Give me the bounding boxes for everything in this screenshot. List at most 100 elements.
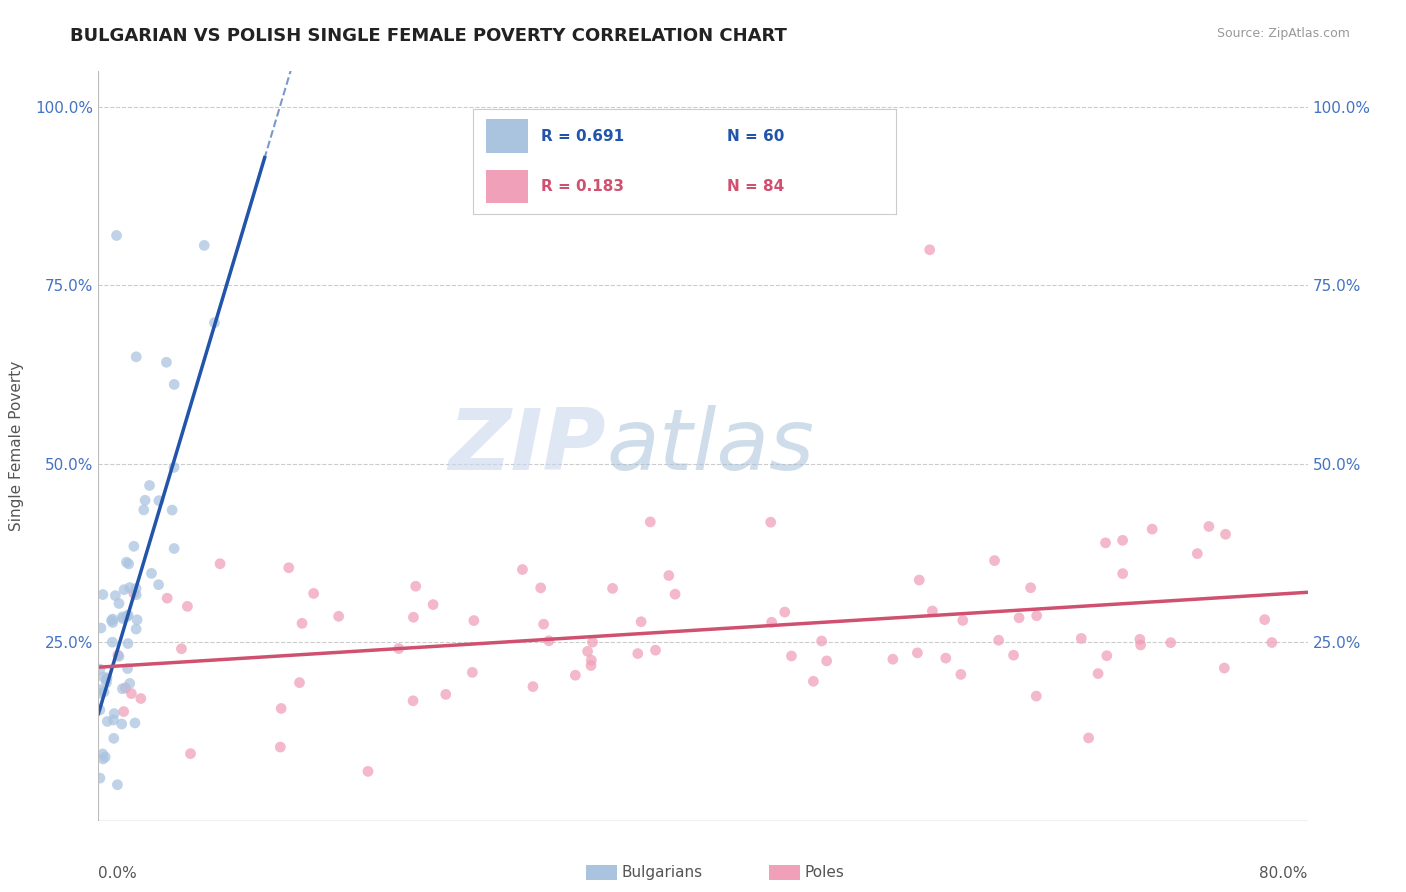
Point <box>564 668 586 682</box>
Point <box>163 460 186 475</box>
Point <box>115 609 138 624</box>
Point <box>193 238 215 252</box>
Point <box>1253 613 1275 627</box>
Point <box>89 662 111 676</box>
Point <box>132 503 155 517</box>
Point <box>1187 547 1209 561</box>
Text: ZIP: ZIP <box>449 404 606 488</box>
Point <box>664 587 686 601</box>
Point <box>773 605 796 619</box>
Point <box>100 614 122 628</box>
Point <box>115 555 138 569</box>
Point <box>581 653 603 667</box>
Point <box>118 581 141 595</box>
Point <box>122 586 145 600</box>
Text: 0.0%: 0.0% <box>98 865 138 880</box>
Text: BULGARIAN VS POLISH SINGLE FEMALE POVERTY CORRELATION CHART: BULGARIAN VS POLISH SINGLE FEMALE POVERT… <box>70 27 787 45</box>
Point <box>1087 666 1109 681</box>
Point <box>94 673 117 687</box>
Point <box>949 667 972 681</box>
Point <box>111 717 134 731</box>
Point <box>1070 632 1092 646</box>
Point <box>918 243 941 257</box>
Point <box>291 616 314 631</box>
Point <box>328 609 350 624</box>
Point <box>533 617 555 632</box>
Point <box>141 566 163 581</box>
Point <box>120 687 142 701</box>
Y-axis label: Single Female Poverty: Single Female Poverty <box>10 361 24 531</box>
Point <box>160 503 183 517</box>
Point <box>761 615 783 630</box>
Point <box>155 355 177 369</box>
Point <box>117 607 139 622</box>
Point <box>357 764 380 779</box>
Point <box>644 643 666 657</box>
Point <box>780 648 803 663</box>
Point <box>463 614 485 628</box>
Point <box>402 610 425 624</box>
Point <box>89 682 111 697</box>
Point <box>461 665 484 680</box>
Point <box>163 377 186 392</box>
Point <box>905 646 928 660</box>
Point <box>101 635 124 649</box>
Point <box>93 685 115 699</box>
Point <box>129 691 152 706</box>
Point <box>111 681 134 696</box>
Point <box>107 778 129 792</box>
Point <box>537 633 560 648</box>
Point <box>522 680 544 694</box>
Point <box>125 582 148 596</box>
Text: Poles: Poles <box>804 865 844 880</box>
Point <box>921 604 943 618</box>
Point <box>103 731 125 746</box>
Point <box>163 541 186 556</box>
Point <box>118 557 141 571</box>
Point <box>1215 527 1237 541</box>
Point <box>170 641 193 656</box>
Point <box>277 560 299 574</box>
Point <box>118 676 141 690</box>
Point <box>209 557 232 571</box>
Point <box>1008 611 1031 625</box>
Point <box>112 705 135 719</box>
Text: Bulgarians: Bulgarians <box>621 865 703 880</box>
Point <box>89 771 111 785</box>
Point <box>127 613 149 627</box>
Point <box>93 670 115 684</box>
Point <box>104 589 127 603</box>
Point <box>134 493 156 508</box>
Point <box>581 635 603 649</box>
Point <box>103 713 125 727</box>
Point <box>270 701 292 715</box>
Point <box>111 610 134 624</box>
Point <box>1261 635 1284 649</box>
Point <box>269 740 291 755</box>
Point <box>402 694 425 708</box>
Point <box>882 652 904 666</box>
Point <box>204 316 226 330</box>
Point <box>1025 689 1047 703</box>
Text: 80.0%: 80.0% <box>1260 865 1308 880</box>
Point <box>658 568 681 582</box>
Text: atlas: atlas <box>606 404 814 488</box>
Point <box>91 588 114 602</box>
Point <box>91 752 114 766</box>
Point <box>176 599 198 614</box>
Point <box>122 539 145 553</box>
Point <box>1025 608 1047 623</box>
Point <box>983 553 1005 567</box>
Point <box>422 598 444 612</box>
Point <box>1129 638 1152 652</box>
Point <box>302 586 325 600</box>
Point <box>111 611 134 625</box>
Point <box>138 478 160 492</box>
Point <box>112 582 135 597</box>
Point <box>1111 566 1133 581</box>
Point <box>434 687 457 701</box>
Point <box>530 581 553 595</box>
Point <box>1213 661 1236 675</box>
Point <box>90 686 112 700</box>
Point <box>952 614 974 628</box>
